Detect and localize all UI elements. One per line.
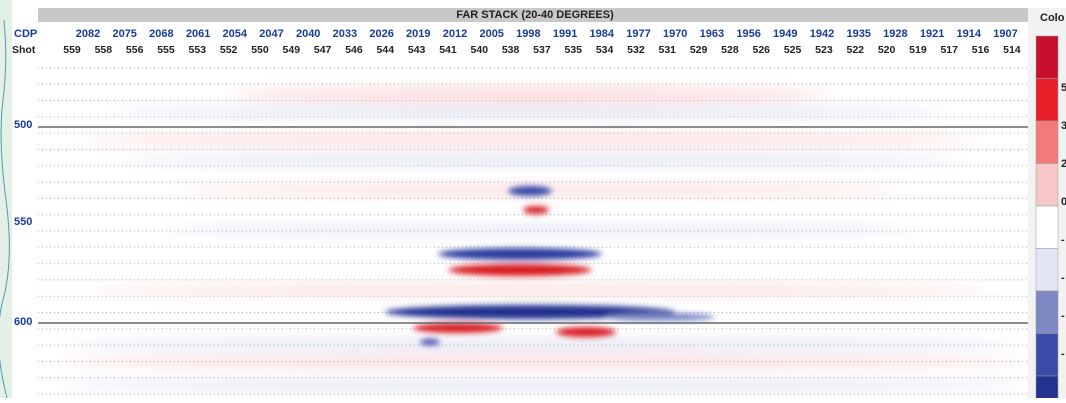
title-bar xyxy=(38,8,1028,22)
colorbar-swatch xyxy=(1035,375,1059,403)
shot-label: 546 xyxy=(345,44,363,56)
cdp-label: 2061 xyxy=(186,28,210,40)
colorbar: 5 3 2 0 - - - - xyxy=(1035,35,1066,403)
shot-label: 523 xyxy=(815,44,833,56)
shot-label: 556 xyxy=(126,44,144,56)
cdp-label: 2026 xyxy=(369,28,393,40)
shot-label: 519 xyxy=(909,44,927,56)
shot-label: 529 xyxy=(690,44,708,56)
cdp-label: 1970 xyxy=(663,28,687,40)
left-wiggle xyxy=(0,19,10,399)
cdp-label: 2019 xyxy=(406,28,430,40)
shot-label: 547 xyxy=(314,44,332,56)
shot-label: 540 xyxy=(471,44,489,56)
cdp-label: 1928 xyxy=(883,28,907,40)
colorbar-swatch xyxy=(1035,78,1059,122)
colorbar-label: - xyxy=(1061,310,1065,322)
shot-label: 544 xyxy=(377,44,395,56)
cdp-label: 2075 xyxy=(112,28,136,40)
shot-label: 525 xyxy=(784,44,802,56)
colorbar-label: - xyxy=(1061,348,1065,360)
colorbar-label: - xyxy=(1061,272,1065,284)
shot-label: 517 xyxy=(940,44,958,56)
shot-label: 555 xyxy=(157,44,175,56)
cdp-label: 1956 xyxy=(736,28,760,40)
depth-label: 500 xyxy=(14,119,32,131)
cdp-label: 2068 xyxy=(149,28,173,40)
colorbar-swatch xyxy=(1035,290,1059,334)
cdp-label: 2012 xyxy=(443,28,467,40)
colorbar-swatch xyxy=(1035,120,1059,164)
shot-label: 549 xyxy=(283,44,301,56)
colorbar-title: Colo xyxy=(1040,12,1065,24)
colorbar-label: 5 xyxy=(1061,82,1066,94)
shot-label: 558 xyxy=(95,44,113,56)
cdp-label: 2047 xyxy=(259,28,283,40)
cdp-label: 2033 xyxy=(333,28,357,40)
shot-label: 514 xyxy=(1003,44,1021,56)
shot-label: 543 xyxy=(408,44,426,56)
shot-label: 528 xyxy=(721,44,739,56)
colorbar-swatch xyxy=(1035,333,1059,377)
cdp-label: 1949 xyxy=(773,28,797,40)
cdp-label: 1935 xyxy=(846,28,870,40)
cdp-label: 1984 xyxy=(590,28,615,40)
shot-label: 559 xyxy=(63,44,81,56)
colorbar-swatch xyxy=(1035,248,1059,292)
shot-label: 532 xyxy=(627,44,645,56)
colorbar-swatch xyxy=(1035,35,1059,79)
cdp-label: 1991 xyxy=(553,28,577,40)
shot-label: 535 xyxy=(565,44,583,56)
cdp-label: 1942 xyxy=(810,28,834,40)
cdp-label: 1977 xyxy=(626,28,650,40)
shot-label: 520 xyxy=(878,44,896,56)
colorbar-label: 0 xyxy=(1061,196,1066,208)
cdp-label: 1998 xyxy=(516,28,540,40)
colorbar-label: 3 xyxy=(1061,120,1066,132)
seismic-plot xyxy=(38,58,1028,398)
cdp-label: 2082 xyxy=(76,28,100,40)
shot-label: 516 xyxy=(972,44,990,56)
colorbar-swatch xyxy=(1035,163,1059,207)
cdp-label: 1914 xyxy=(957,28,982,40)
cdp-label: 2054 xyxy=(223,28,248,40)
title: FAR STACK (20-40 DEGREES) xyxy=(456,9,614,21)
cdp-label: 1921 xyxy=(920,28,944,40)
shot-label: 552 xyxy=(220,44,238,56)
label-header xyxy=(12,22,1028,58)
depth-label: 550 xyxy=(14,216,32,228)
colorbar-swatch xyxy=(1035,205,1059,249)
cdp-label: 1907 xyxy=(993,28,1017,40)
cdp-label: 1963 xyxy=(700,28,724,40)
cdp-label: 2040 xyxy=(296,28,320,40)
shot-label: 550 xyxy=(251,44,269,56)
shot-label: Shot xyxy=(12,44,36,56)
colorbar-label: 2 xyxy=(1061,158,1066,170)
shot-label: 537 xyxy=(533,44,551,56)
shot-label: 522 xyxy=(846,44,864,56)
shot-label: 531 xyxy=(659,44,677,56)
cdp-label: CDP xyxy=(14,28,37,40)
shot-label: 553 xyxy=(189,44,207,56)
shot-label: 534 xyxy=(596,44,614,56)
shot-label: 538 xyxy=(502,44,520,56)
shot-label: 541 xyxy=(439,44,457,56)
colorbar-label: - xyxy=(1061,234,1065,246)
shot-label: 526 xyxy=(752,44,770,56)
cdp-label: 2005 xyxy=(479,28,503,40)
depth-label: 600 xyxy=(14,316,32,328)
